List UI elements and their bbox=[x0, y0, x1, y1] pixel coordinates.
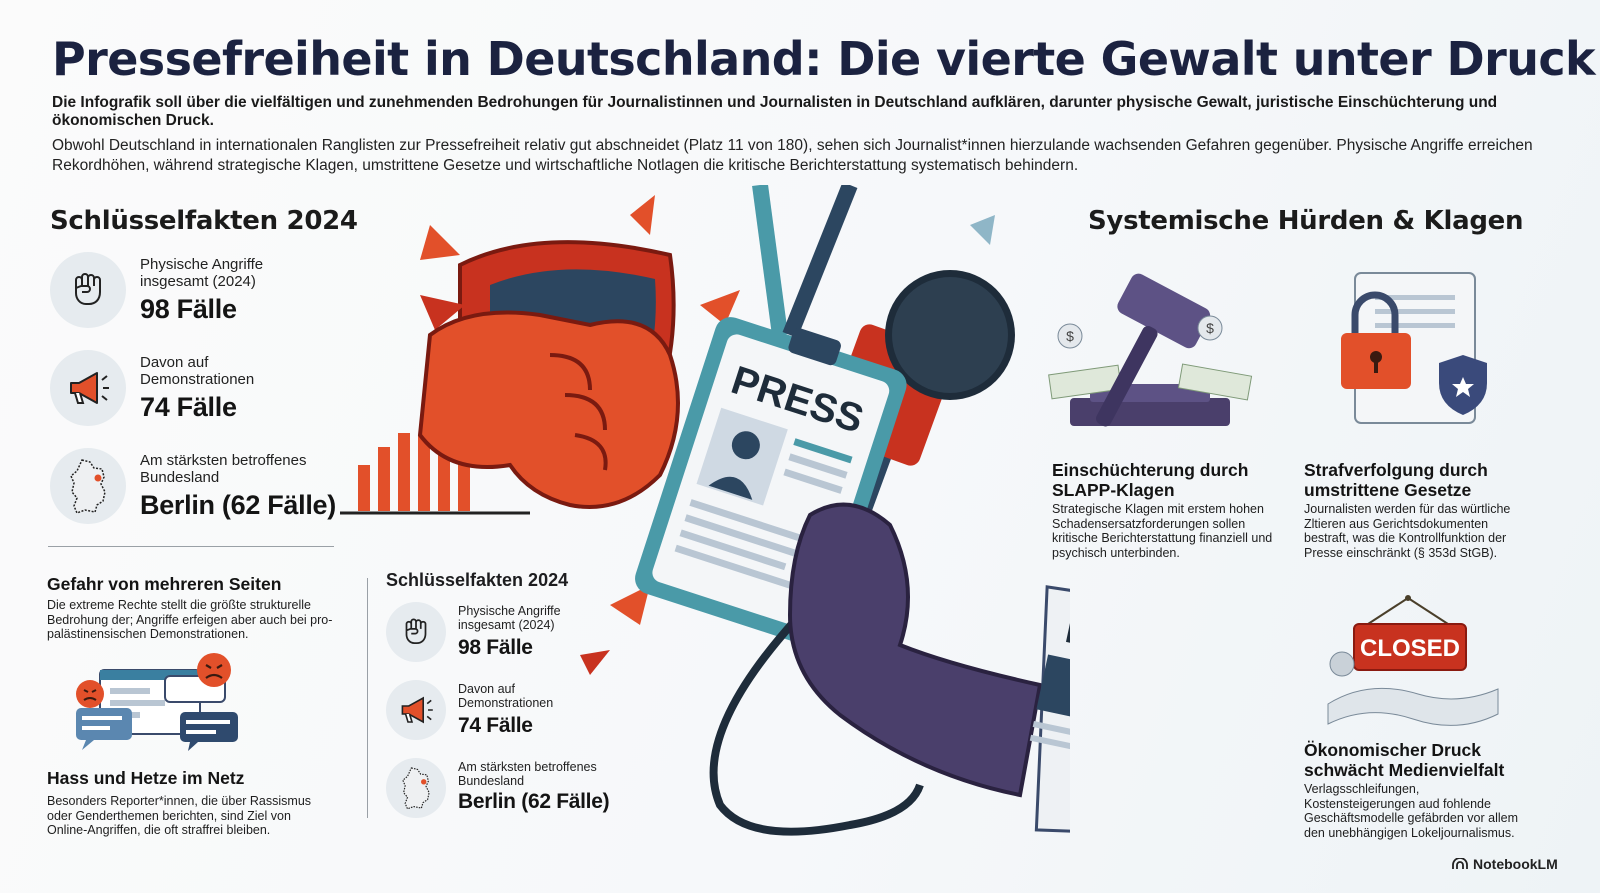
intro-text: Obwohl Deutschland in internationalen Ra… bbox=[52, 137, 1533, 174]
prosecution-text: Journalisten werden für das würtliche Zl… bbox=[1304, 502, 1511, 560]
key-facts-title: Schlüsselfakten 2024 bbox=[50, 206, 358, 236]
svg-text:$: $ bbox=[1206, 320, 1214, 336]
megaphone-icon bbox=[50, 350, 126, 426]
economic-text: Verlagsschleifungen, Kostensteigerungen … bbox=[1304, 782, 1519, 840]
notebooklm-logo: NotebookLM bbox=[1452, 856, 1558, 872]
fist-icon bbox=[50, 252, 126, 328]
prosecution-title: Strafverfolgung durch umstrittene Gesetz… bbox=[1304, 460, 1488, 500]
danger-text: Die extreme Rechte stellt die größte str… bbox=[47, 598, 333, 641]
central-illustration: PRESS PRESS bbox=[340, 185, 1070, 838]
danger-title: Gefahr von mehreren Seiten bbox=[47, 574, 282, 594]
gavel-illustration: $ $ bbox=[1048, 273, 1253, 427]
germany-map-icon bbox=[386, 758, 446, 818]
megaphone-icon bbox=[386, 680, 446, 740]
padlock-document-illustration bbox=[1341, 272, 1487, 424]
column-divider bbox=[367, 578, 368, 818]
small-fact-label-demos: Davon auf Demonstrationen bbox=[458, 682, 554, 710]
fact-value-demos: 74 Fälle bbox=[140, 392, 237, 422]
small-fact-value-demos: 74 Fälle bbox=[458, 714, 533, 737]
small-fact-label-attacks: Physische Angriffe insgesamt (2024) bbox=[458, 604, 561, 632]
fact-label-attacks: Physische Angriffe insgesamt (2024) bbox=[140, 256, 264, 290]
online-hate-illustration bbox=[76, 653, 238, 751]
notebooklm-icon bbox=[1452, 858, 1468, 869]
closed-sign-text: CLOSED bbox=[1360, 635, 1460, 662]
small-fact-value-state: Berlin (62 Fälle) bbox=[458, 790, 610, 813]
hate-title: Hass und Hetze im Netz bbox=[47, 768, 245, 788]
hate-text: Besonders Reporter*innen, die über Rassi… bbox=[47, 794, 312, 837]
page-subtitle: Die Infografik soll über die vielfältige… bbox=[52, 94, 1498, 129]
economic-title: Ökonomischer Druck schwächt Medienvielfa… bbox=[1304, 740, 1505, 780]
svg-text:$: $ bbox=[1066, 328, 1074, 344]
fist-icon bbox=[386, 602, 446, 662]
small-fact-value-attacks: 98 Fälle bbox=[458, 636, 533, 659]
small-fact-label-state: Am stärksten betroffenes Bundesland bbox=[458, 760, 597, 788]
newspaper-press-text: PRESS bbox=[1061, 607, 1070, 678]
germany-map-icon bbox=[50, 448, 126, 524]
fact-label-demos: Davon auf Demonstrationen bbox=[140, 354, 255, 388]
slapp-title: Einschüchterung durch SLAPP-Klagen bbox=[1052, 460, 1249, 500]
systemic-title: Systemische Hürden & Klagen bbox=[1088, 206, 1524, 236]
section-divider bbox=[48, 546, 334, 547]
notebooklm-text: NotebookLM bbox=[1473, 856, 1558, 872]
closed-sign-illustration: CLOSED bbox=[1327, 595, 1499, 726]
fact-value-state: Berlin (62 Fälle) bbox=[140, 490, 336, 520]
fact-label-state: Am stärksten betroffenes Bundesland bbox=[140, 452, 307, 486]
fact-value-attacks: 98 Fälle bbox=[140, 294, 237, 324]
key-facts-small-title: Schlüsselfakten 2024 bbox=[386, 570, 569, 590]
page-title: Pressefreiheit in Deutschland: Die viert… bbox=[52, 32, 1596, 86]
slapp-text: Strategische Klagen mit erstem hohen Sch… bbox=[1052, 502, 1273, 560]
